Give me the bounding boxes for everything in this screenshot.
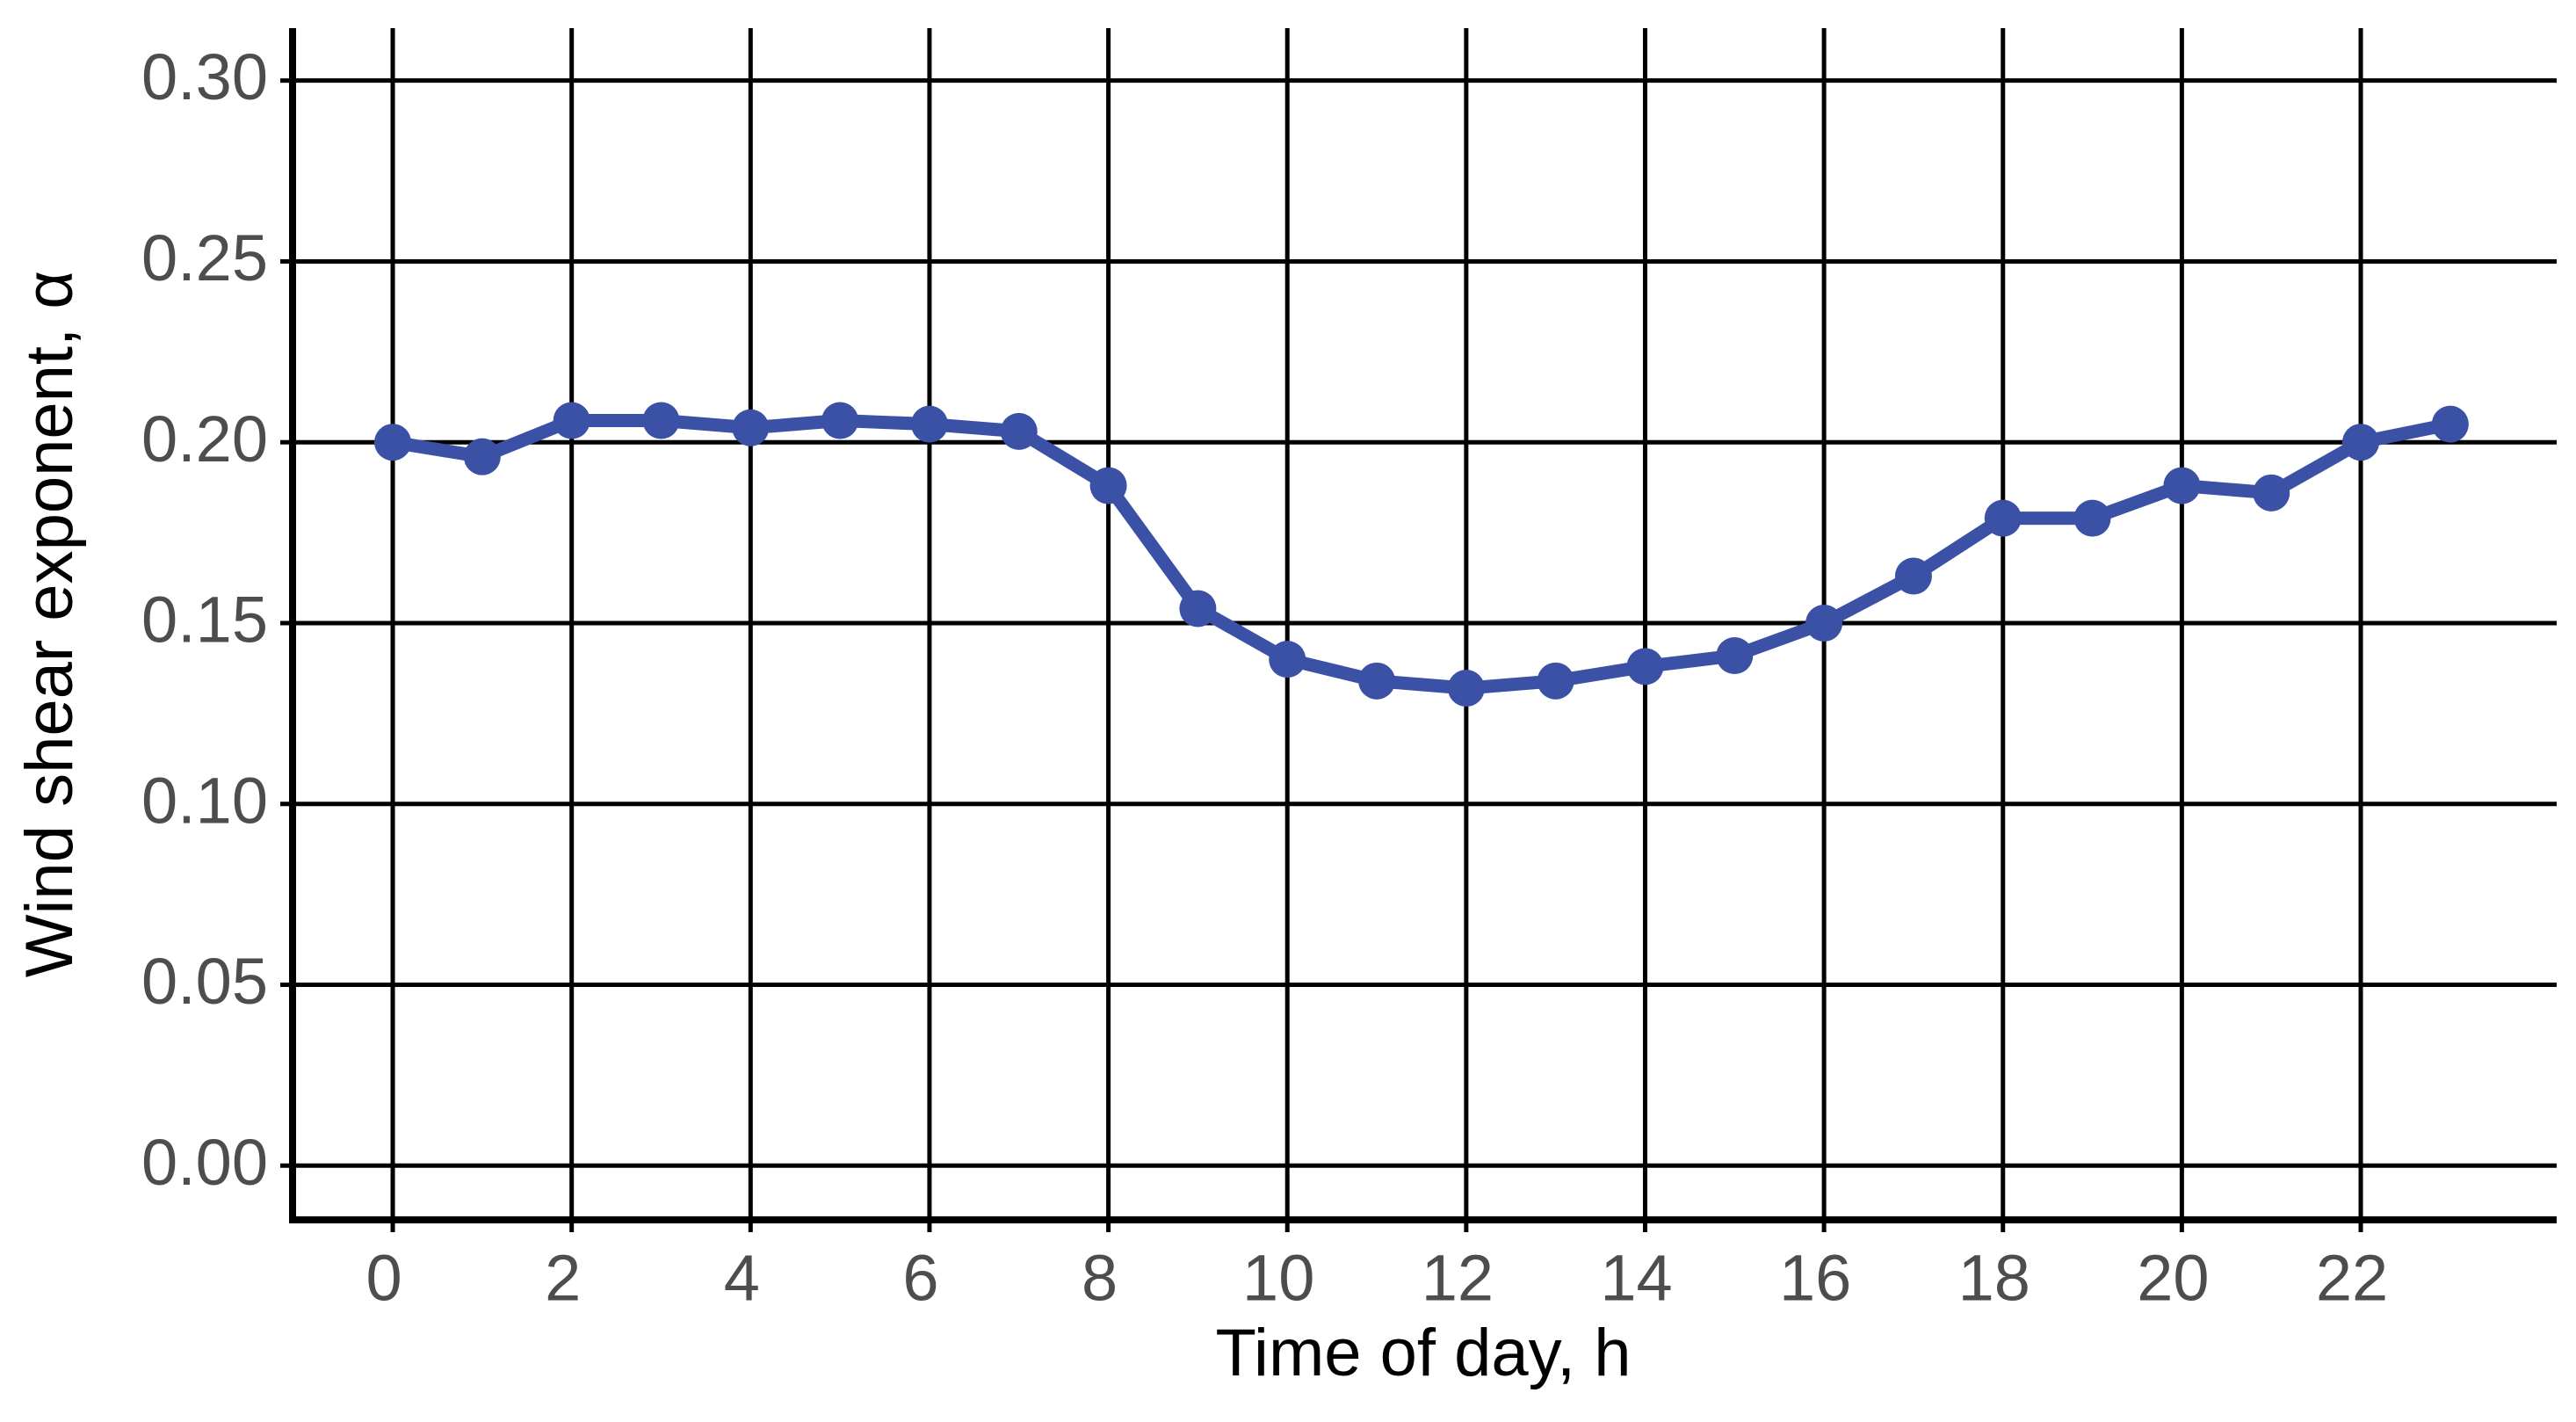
data-point [1716,637,1754,675]
data-point [1537,662,1574,700]
x-tick-label: 10 [1242,1242,1314,1315]
data-point [2073,499,2111,537]
x-tick-label: 0 [365,1242,402,1315]
x-tick-label: 6 [902,1242,938,1315]
x-axis-title: Time of day, h [1215,1316,1631,1390]
y-tick-label: 0.05 [141,945,268,1018]
data-point [2163,467,2201,504]
y-axis-title: Wind shear exponent, α [12,271,87,977]
data-point [1179,590,1217,628]
x-tick-label: 22 [2316,1242,2388,1315]
data-point [463,438,501,475]
data-point [2253,474,2290,511]
y-tick-label: 0.15 [141,584,268,657]
data-point [1984,499,2022,537]
y-tick-label: 0.20 [141,403,268,475]
data-point [1805,604,1843,642]
data-point [1447,670,1485,707]
y-tick-label: 0.30 [141,40,268,113]
data-point [1358,662,1396,700]
data-point [1894,557,1932,595]
y-tick-label: 0.00 [141,1126,268,1199]
x-tick-label: 16 [1779,1242,1851,1315]
data-point [910,405,948,443]
x-tick-label: 2 [545,1242,581,1315]
x-tick-label: 4 [724,1242,760,1315]
data-point [1000,412,1038,450]
data-point [1089,467,1127,504]
y-tick-label: 0.25 [141,221,268,294]
x-tick-label: 20 [2137,1242,2209,1315]
x-tick-label: 14 [1600,1242,1672,1315]
data-point [374,424,412,461]
data-line [391,414,2452,695]
data-point [1269,641,1306,678]
x-tick-label: 8 [1082,1242,1118,1315]
data-point [2342,424,2380,461]
data-point [553,402,590,439]
data-point [642,402,680,439]
data-point [1626,648,1664,686]
data-point [821,402,859,439]
data-point [732,409,770,446]
x-tick-label: 12 [1422,1242,1494,1315]
data-point [2431,405,2469,443]
y-tick-label: 0.10 [141,764,268,837]
x-tick-label: 18 [1958,1242,2030,1315]
